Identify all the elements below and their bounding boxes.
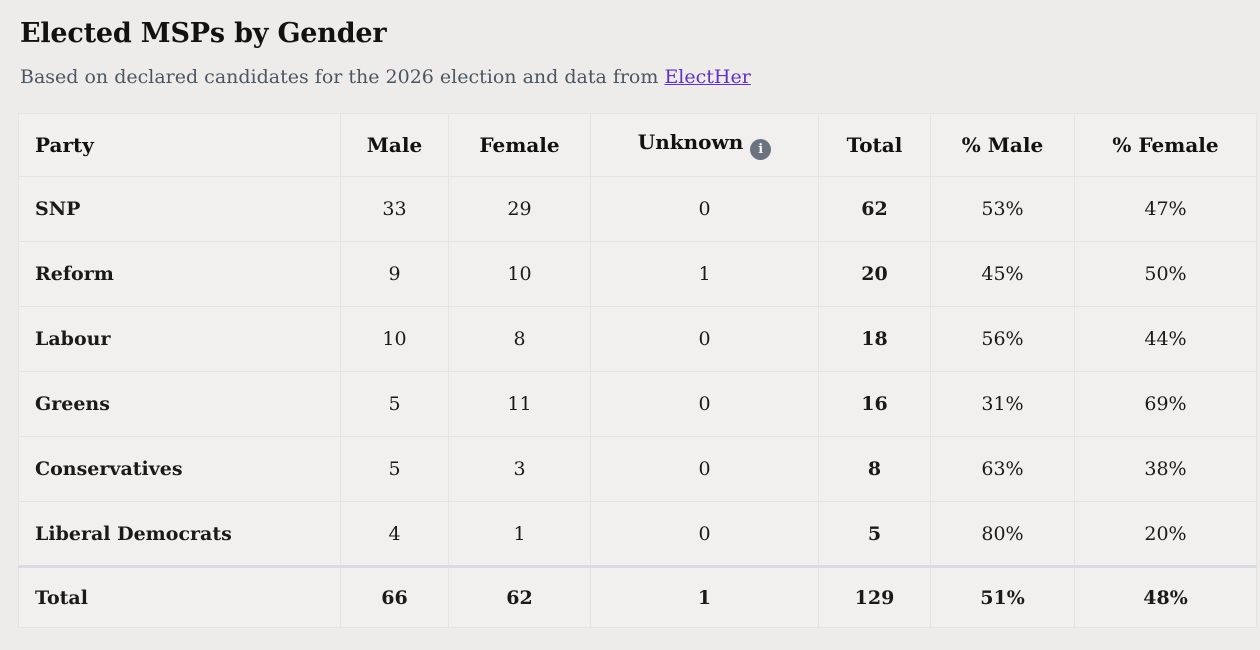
cell-pct-female: 50% bbox=[1074, 241, 1257, 307]
cell-unknown: 1 bbox=[590, 241, 819, 307]
cell-pct-male: 63% bbox=[930, 436, 1075, 502]
cell-unknown: 0 bbox=[590, 371, 819, 437]
msp-gender-table: Party Male Female Unknown i Total % Male … bbox=[18, 113, 1257, 628]
cell-party: Labour bbox=[18, 306, 341, 372]
cell-female: 11 bbox=[448, 371, 591, 437]
cell-pct-male: 80% bbox=[930, 501, 1075, 567]
cell-male: 33 bbox=[340, 176, 449, 242]
subtitle: Based on declared candidates for the 202… bbox=[20, 66, 1256, 88]
cell-pct-male: 31% bbox=[930, 371, 1075, 437]
cell-total: 16 bbox=[818, 371, 931, 437]
cell-unknown: 0 bbox=[590, 176, 819, 242]
cell-female: 3 bbox=[448, 436, 591, 502]
table-row: Liberal Democrats 4 1 0 5 80% 20% bbox=[18, 501, 1257, 567]
cell-pct-male: 56% bbox=[930, 306, 1075, 372]
cell-party: Conservatives bbox=[18, 436, 341, 502]
cell-total: 5 bbox=[818, 501, 931, 567]
page-title: Elected MSPs by Gender bbox=[20, 18, 387, 49]
cell-pct-female: 44% bbox=[1074, 306, 1257, 372]
cell-party: SNP bbox=[18, 176, 341, 242]
cell-male: 66 bbox=[340, 565, 449, 628]
cell-pct-male: 51% bbox=[930, 565, 1075, 628]
table-row: Conservatives 5 3 0 8 63% 38% bbox=[18, 436, 1257, 502]
page: Elected MSPs by Gender Based on declared… bbox=[18, 18, 1257, 628]
header-row: Party Male Female Unknown i Total % Male … bbox=[18, 113, 1257, 177]
subtitle-text: Based on declared candidates for the 202… bbox=[20, 66, 665, 88]
cell-party: Total bbox=[18, 565, 341, 628]
cell-party: Liberal Democrats bbox=[18, 501, 341, 567]
cell-party: Reform bbox=[18, 241, 341, 307]
cell-female: 1 bbox=[448, 501, 591, 567]
cell-total: 8 bbox=[818, 436, 931, 502]
info-icon[interactable]: i bbox=[750, 139, 772, 160]
column-header-unknown-label: Unknown bbox=[637, 130, 744, 154]
cell-unknown: 0 bbox=[590, 501, 819, 567]
table-row: Greens 5 11 0 16 31% 69% bbox=[18, 371, 1257, 437]
cell-female: 10 bbox=[448, 241, 591, 307]
cell-total: 20 bbox=[818, 241, 931, 307]
cell-pct-female: 69% bbox=[1074, 371, 1257, 437]
cell-pct-male: 53% bbox=[930, 176, 1075, 242]
cell-pct-female: 47% bbox=[1074, 176, 1257, 242]
column-header-unknown: Unknown i bbox=[590, 113, 819, 177]
cell-pct-female: 48% bbox=[1074, 565, 1257, 628]
electher-link[interactable]: ElectHer bbox=[664, 66, 751, 88]
cell-male: 5 bbox=[340, 436, 449, 502]
table-body: SNP 33 29 0 62 53% 47% Reform 9 10 1 20 … bbox=[18, 176, 1257, 567]
totals-row: Total 66 62 1 129 51% 48% bbox=[18, 565, 1257, 628]
cell-unknown: 0 bbox=[590, 306, 819, 372]
column-header-pct-female: % Female bbox=[1074, 113, 1257, 177]
cell-female: 62 bbox=[448, 565, 591, 628]
cell-total: 129 bbox=[818, 565, 931, 628]
cell-male: 9 bbox=[340, 241, 449, 307]
column-header-total: Total bbox=[818, 113, 931, 177]
column-header-male: Male bbox=[340, 113, 449, 177]
column-header-party: Party bbox=[18, 113, 341, 177]
cell-female: 8 bbox=[448, 306, 591, 372]
cell-male: 4 bbox=[340, 501, 449, 567]
cell-unknown: 0 bbox=[590, 436, 819, 502]
cell-unknown: 1 bbox=[590, 565, 819, 628]
cell-pct-female: 20% bbox=[1074, 501, 1257, 567]
cell-female: 29 bbox=[448, 176, 591, 242]
cell-pct-male: 45% bbox=[930, 241, 1075, 307]
column-header-female: Female bbox=[448, 113, 591, 177]
cell-party: Greens bbox=[18, 371, 341, 437]
table-row: Reform 9 10 1 20 45% 50% bbox=[18, 241, 1257, 307]
table-row: Labour 10 8 0 18 56% 44% bbox=[18, 306, 1257, 372]
table-header: Party Male Female Unknown i Total % Male … bbox=[18, 113, 1257, 177]
cell-male: 10 bbox=[340, 306, 449, 372]
column-header-pct-male: % Male bbox=[930, 113, 1075, 177]
cell-total: 62 bbox=[818, 176, 931, 242]
cell-total: 18 bbox=[818, 306, 931, 372]
table-footer: Total 66 62 1 129 51% 48% bbox=[18, 565, 1257, 628]
cell-pct-female: 38% bbox=[1074, 436, 1257, 502]
cell-male: 5 bbox=[340, 371, 449, 437]
table-row: SNP 33 29 0 62 53% 47% bbox=[18, 176, 1257, 242]
